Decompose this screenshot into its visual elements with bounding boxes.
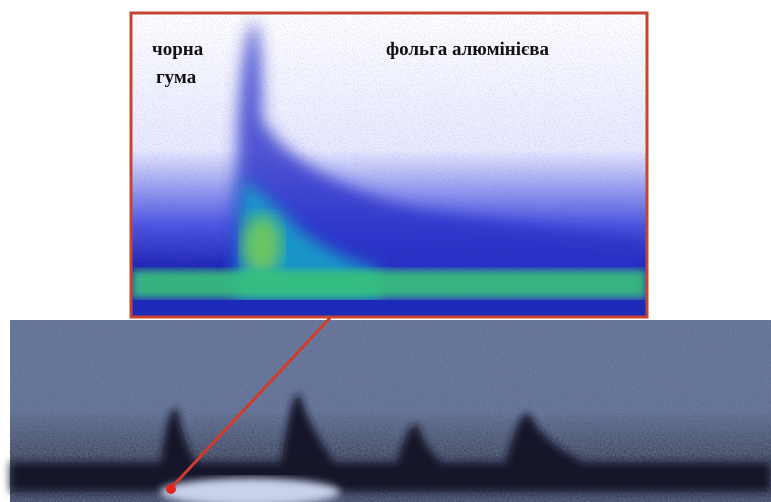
photo bbox=[10, 320, 771, 502]
band-green bbox=[132, 270, 646, 298]
band-bottom bbox=[132, 300, 646, 316]
label-left-line: гума bbox=[156, 67, 197, 88]
page: чорна гума фольга алюмінієва (() => { co… bbox=[0, 0, 771, 502]
label-left-line: чорна bbox=[152, 39, 204, 60]
pointer-dot bbox=[166, 484, 176, 494]
figure: чорна гума фольга алюмінієва bbox=[0, 0, 771, 502]
label-right: фольга алюмінієва bbox=[386, 39, 549, 60]
peak-green bbox=[242, 215, 282, 275]
